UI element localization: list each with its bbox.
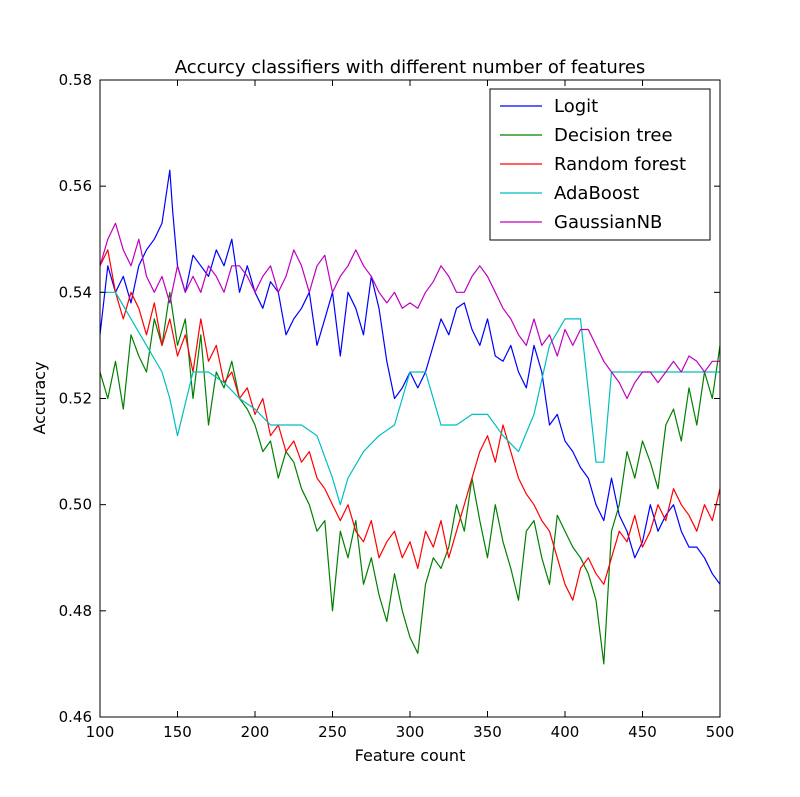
series-line-decision-tree [100, 291, 720, 665]
y-tick-label: 0.50 [59, 496, 92, 514]
x-tick-label: 450 [628, 723, 657, 741]
series-line-gaussiannb [100, 222, 720, 400]
x-axis-label: Feature count [355, 746, 466, 765]
plot-frame [99, 79, 721, 718]
series-line-logit [100, 169, 720, 585]
y-tick-label: 0.52 [59, 390, 92, 408]
x-tick-label: 400 [551, 723, 580, 741]
y-tick-label: 0.54 [59, 283, 92, 301]
x-tick-label: 500 [706, 723, 735, 741]
x-tick-label: 350 [473, 723, 502, 741]
y-tick-label: 0.48 [59, 602, 92, 620]
x-tick-label: 250 [318, 723, 347, 741]
y-tick-label: 0.58 [59, 71, 92, 89]
x-tick-label: 150 [163, 723, 192, 741]
legend-label: Decision tree [554, 125, 673, 146]
x-tick-label: 200 [241, 723, 270, 741]
chart-title: Accurcy classifiers with different numbe… [175, 57, 646, 78]
y-axis-label: Accuracy [30, 361, 49, 434]
series-line-random-forest [100, 249, 720, 601]
x-tick-label: 100 [86, 723, 115, 741]
series-layer [100, 169, 720, 665]
legend-label: AdaBoost [554, 183, 639, 204]
y-tick-label: 0.46 [59, 708, 92, 726]
x-tick-label: 300 [396, 723, 425, 741]
legend-label: Logit [554, 96, 598, 117]
legend-label: GaussianNB [554, 212, 662, 233]
series-line-adaboost [100, 291, 720, 506]
legend: Logit Decision tree Random forest AdaBoost G… [489, 88, 711, 241]
y-tick-label: 0.56 [59, 177, 92, 195]
legend-label: Random forest [554, 154, 686, 175]
ticks-layer: 100 150 200 250 300 350 400 450 500 0.46 0.48 0.50 0… [59, 71, 735, 741]
